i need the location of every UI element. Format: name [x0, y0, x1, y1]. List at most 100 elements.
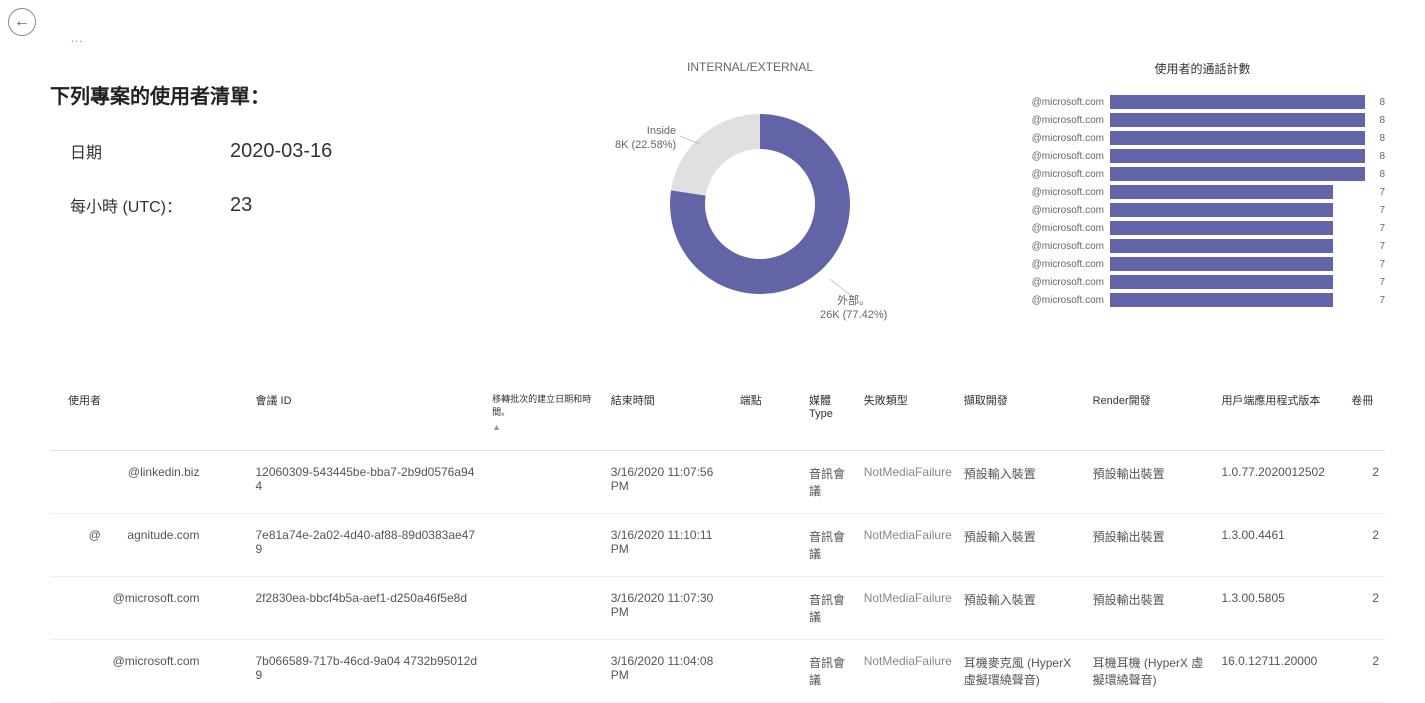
table-cell: NotMediaFailure [858, 577, 958, 640]
table-cell: @ agnitude.com [50, 514, 249, 577]
col-failure-type[interactable]: 失敗類型 [858, 384, 958, 451]
bar-value: 7 [1365, 241, 1385, 252]
donut-outside-label: 外部。26K (77.42%) [820, 294, 887, 323]
bar-row: @microsoft.com 7 [1020, 221, 1385, 235]
sort-indicator-icon: ▲ [492, 422, 599, 432]
col-volume[interactable]: 卷冊 [1345, 384, 1385, 451]
table-cell [734, 451, 803, 514]
bar-value: 7 [1365, 223, 1385, 234]
date-value: 2020-03-16 [230, 140, 332, 163]
table-cell: 1.3.00.4461 [1215, 514, 1345, 577]
table-cell: 音訊會議 [803, 514, 858, 577]
bar-label: @microsoft.com [1020, 295, 1110, 306]
bar-track [1110, 293, 1365, 307]
bar-track [1110, 149, 1365, 163]
bar-fill [1110, 185, 1333, 199]
table-cell: 預設輸出裝置 [1087, 514, 1216, 577]
col-capture-dev[interactable]: 擷取開發 [958, 384, 1087, 451]
bar-label: @microsoft.com [1020, 115, 1110, 126]
table-cell: 7e81a74e-2a02-4d40-af88-89d0383ae479 [249, 514, 486, 577]
bar-label: @microsoft.com [1020, 205, 1110, 216]
table-cell: 預設輸出裝置 [1087, 577, 1216, 640]
bar-fill [1110, 239, 1333, 253]
table-cell: 16.0.12711.20000 [1215, 640, 1345, 703]
col-migration[interactable]: 移轉批次的建立日期和時間。 ▲ [486, 384, 605, 451]
bar-label: @microsoft.com [1020, 187, 1110, 198]
bar-row: @microsoft.com8 [1020, 95, 1385, 109]
table-cell: 1.3.00.5805 [1215, 577, 1345, 640]
table-cell [486, 577, 605, 640]
col-media-type[interactable]: 媒體Type [803, 384, 858, 451]
bar-track [1110, 275, 1365, 289]
table-cell: 預設輸入裝置 [958, 577, 1087, 640]
bar-track [1110, 113, 1365, 127]
table-cell [734, 577, 803, 640]
col-render-dev[interactable]: Render開發 [1087, 384, 1216, 451]
bar-track [1110, 131, 1365, 145]
filters-title: 下列專案的使用者清單： [50, 80, 480, 109]
bar-value: 8 [1365, 151, 1385, 162]
table-cell: 3/16/2020 11:10:11 PM [605, 514, 734, 577]
bar-track [1110, 257, 1365, 271]
table-cell: NotMediaFailure [858, 451, 958, 514]
bar-value: 7 [1365, 295, 1385, 306]
bar-label: @microsoft.com [1020, 259, 1110, 270]
bar-row: @microsoft.com7 [1020, 185, 1385, 199]
table-cell: @microsoft.com [50, 577, 249, 640]
filters-panel: 下列專案的使用者清單： 日期 2020-03-16 每小時 (UTC)： 23 [50, 60, 480, 247]
table-cell: 3/16/2020 11:04:08 PM [605, 640, 734, 703]
table-cell [734, 640, 803, 703]
bar-fill [1110, 275, 1333, 289]
bar-row: @microsoft.com8 [1020, 149, 1385, 163]
bar-value: 8 [1365, 133, 1385, 144]
donut-inside-label: Inside8K (22.58%) [615, 124, 676, 153]
bar-track [1110, 167, 1365, 181]
bar-track [1110, 239, 1365, 253]
table-cell: 3/16/2020 11:07:56 PM [605, 451, 734, 514]
bar-chart: 使用者的通話計數 @microsoft.com8@microsoft.com8@… [1020, 60, 1385, 311]
bar-fill [1110, 113, 1365, 127]
table-cell [486, 451, 605, 514]
table-cell: 音訊會議 [803, 577, 858, 640]
table-cell: 預設輸出裝置 [1087, 451, 1216, 514]
col-client-ver[interactable]: 用戶端應用程式版本 [1215, 384, 1345, 451]
table-cell: 2 [1345, 640, 1385, 703]
table-row[interactable]: @microsoft.com2f2830ea-bbcf4b5a-aef1-d25… [50, 577, 1385, 640]
bar-label: @microsoft.com [1020, 223, 1110, 234]
table-cell: 2f2830ea-bbcf4b5a-aef1-d250a46f5e8d [249, 577, 486, 640]
col-user[interactable]: 使用者 [50, 384, 249, 451]
table-cell: 1.0.77.2020012502 [1215, 451, 1345, 514]
bar-value: 8 [1365, 115, 1385, 126]
table-cell: 預設輸入裝置 [958, 451, 1087, 514]
bar-label: @microsoft.com [1020, 133, 1110, 144]
bar-track [1110, 185, 1365, 199]
bar-row: @microsoft.com7 [1020, 257, 1385, 271]
hour-value: 23 [230, 194, 252, 217]
breadcrumb-ellipsis: … [70, 30, 83, 45]
table-cell [486, 514, 605, 577]
col-endpoint[interactable]: 端點 [734, 384, 803, 451]
date-label: 日期 [50, 139, 230, 163]
table-row[interactable]: @microsoft.com7b066589-717b-46cd-9a04 47… [50, 640, 1385, 703]
donut-title: INTERNAL/EXTERNAL [500, 60, 1000, 74]
table-cell: 音訊會議 [803, 451, 858, 514]
table-row[interactable]: @linkedin.biz12060309-543445be-bba7-2b9d… [50, 451, 1385, 514]
table-row[interactable]: @ agnitude.com7e81a74e-2a02-4d40-af88-89… [50, 514, 1385, 577]
table-cell [734, 514, 803, 577]
table-cell: @microsoft.com [50, 640, 249, 703]
bar-label: @microsoft.com [1020, 169, 1110, 180]
col-conf-id[interactable]: 會議 ID [249, 384, 486, 451]
donut-chart: INTERNAL/EXTERNAL Inside8K (22.58%) 外部。2… [500, 60, 1000, 344]
bar-label: @microsoft.com [1020, 277, 1110, 288]
table-cell: 預設輸入裝置 [958, 514, 1087, 577]
table-cell: 7b066589-717b-46cd-9a04 4732b95012d9 [249, 640, 486, 703]
col-end-time[interactable]: 結束時間 [605, 384, 734, 451]
table-cell: @linkedin.biz [50, 451, 249, 514]
bar-value: 8 [1365, 169, 1385, 180]
back-button[interactable]: ← [8, 8, 36, 36]
bar-fill [1110, 131, 1365, 145]
bar-fill [1110, 95, 1365, 109]
bar-track [1110, 203, 1365, 217]
bar-row: @microsoft.com 8 [1020, 131, 1385, 145]
donut-svg [500, 84, 1000, 344]
